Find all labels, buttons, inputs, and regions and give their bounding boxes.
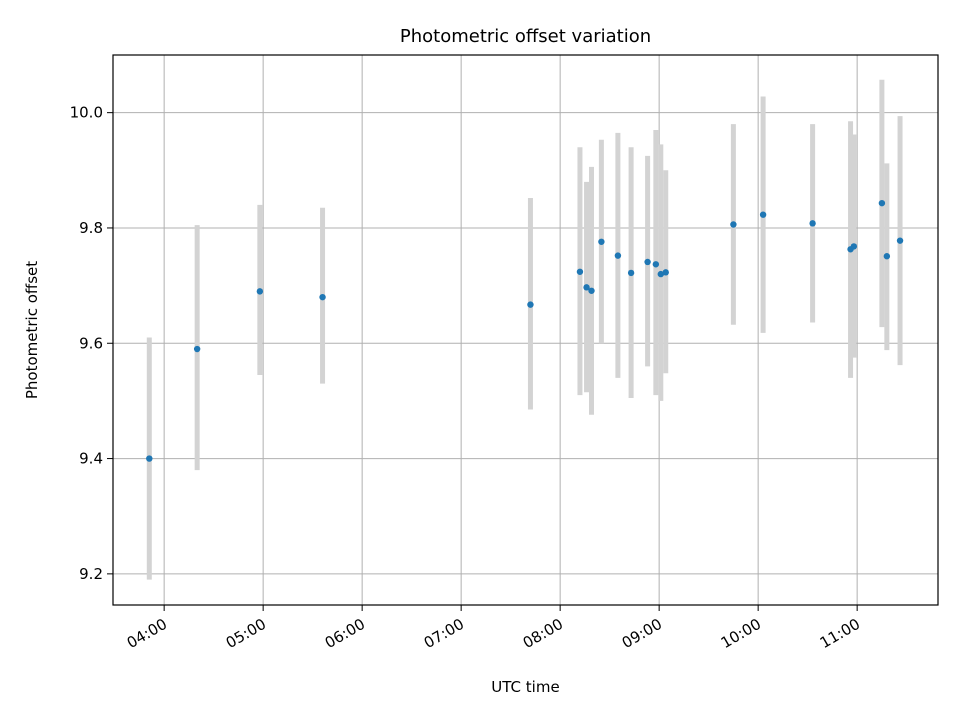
data-point xyxy=(576,268,584,275)
y-axis-label: Photometric offset xyxy=(23,261,41,399)
data-point xyxy=(896,237,904,244)
data-point xyxy=(614,252,622,259)
data-point xyxy=(527,301,534,308)
x-axis-label: UTC time xyxy=(491,678,559,696)
y-tick-label: 9.2 xyxy=(79,565,103,583)
plot-frame xyxy=(112,54,939,606)
data-point xyxy=(883,253,891,260)
data-point xyxy=(588,287,595,294)
data-point xyxy=(652,261,660,268)
data-point xyxy=(627,269,635,277)
data-point xyxy=(583,284,590,291)
data-point xyxy=(759,211,767,218)
data-point xyxy=(657,270,664,278)
data-point xyxy=(878,199,886,207)
y-tick-label: 9.8 xyxy=(79,219,103,237)
data-point xyxy=(809,220,816,227)
y-tick-label: 10.0 xyxy=(70,104,103,122)
data-point xyxy=(146,455,153,462)
data-point xyxy=(193,345,201,353)
data-points xyxy=(146,199,904,462)
data-point xyxy=(850,243,858,250)
y-tick-label: 9.6 xyxy=(79,334,103,352)
chart-title: Photometric offset variation xyxy=(400,26,651,47)
data-point xyxy=(644,258,651,266)
data-point xyxy=(256,288,264,295)
data-point xyxy=(598,238,605,245)
data-point xyxy=(662,269,669,276)
data-point xyxy=(319,293,326,301)
data-point xyxy=(730,221,737,228)
y-axis-ticks: 9.2 9.4 9.6 9.8 10.0 xyxy=(70,104,113,583)
y-tick-label: 9.4 xyxy=(79,450,103,468)
